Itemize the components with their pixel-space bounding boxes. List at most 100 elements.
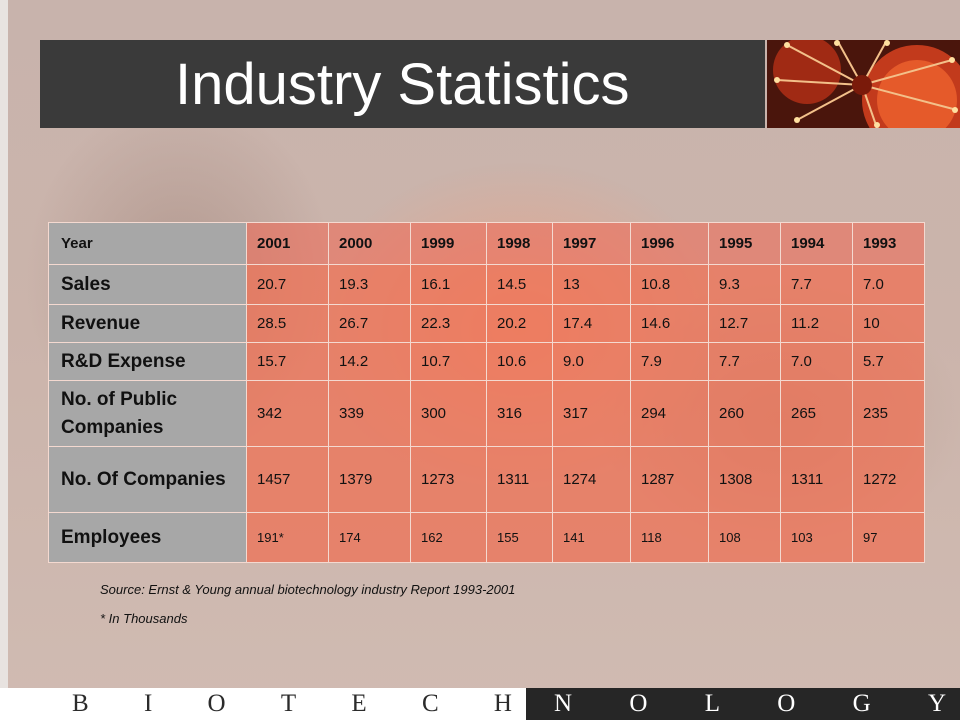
title-bar <box>40 40 765 128</box>
footer-letter: E <box>351 690 367 717</box>
year-cell: 1997 <box>552 222 631 265</box>
table-cell: 9.0 <box>552 342 631 381</box>
table-cell: 16.1 <box>410 264 487 305</box>
table-cell: 1272 <box>852 446 925 513</box>
table-cell: 1274 <box>552 446 631 513</box>
table-cell: 20.2 <box>486 304 553 343</box>
row-label: Employees <box>48 512 247 563</box>
footer-letter: O <box>207 690 226 717</box>
table-cell: 17.4 <box>552 304 631 343</box>
table-cell: 317 <box>552 380 631 447</box>
table-cell: 7.0 <box>852 264 925 305</box>
footer-letter: G <box>852 690 871 717</box>
table-cell: 14.2 <box>328 342 411 381</box>
table-cell: 10.6 <box>486 342 553 381</box>
table-cell: 191* <box>246 512 329 563</box>
table-cell: 265 <box>780 380 853 447</box>
table-cell: 19.3 <box>328 264 411 305</box>
year-cell: 1994 <box>780 222 853 265</box>
table-cell: 174 <box>328 512 411 563</box>
table-cell: 97 <box>852 512 925 563</box>
year-cell: 2001 <box>246 222 329 265</box>
table-cell: 10 <box>852 304 925 343</box>
table-cell: 7.7 <box>780 264 853 305</box>
table-cell: 22.3 <box>410 304 487 343</box>
table-cell: 1311 <box>486 446 553 513</box>
footer-letter: O <box>777 690 796 717</box>
footer-dark-panel: N O L O G Y <box>526 688 960 720</box>
table-header-row: Year 2001 2000 1999 1998 1997 1996 1995 … <box>48 222 925 265</box>
left-edge-strip <box>0 0 8 690</box>
footer-light-panel: B I O T E C H <box>58 688 526 720</box>
table-cell: 1311 <box>780 446 853 513</box>
table-row: No. of Public Companies 342 339 300 316 … <box>48 380 925 447</box>
table-row: No. Of Companies 1457 1379 1273 1311 127… <box>48 446 925 513</box>
table-cell: 108 <box>708 512 781 563</box>
table-cell: 235 <box>852 380 925 447</box>
year-cell: 1993 <box>852 222 925 265</box>
year-cell: 2000 <box>328 222 411 265</box>
footer-letter: Y <box>927 690 946 717</box>
footer-banner: B I O T E C H N O L O G Y <box>58 688 960 720</box>
table-cell: 155 <box>486 512 553 563</box>
table-cell: 118 <box>630 512 709 563</box>
flower-picture <box>767 40 960 128</box>
table-cell: 20.7 <box>246 264 329 305</box>
statistics-table: Year 2001 2000 1999 1998 1997 1996 1995 … <box>48 222 925 563</box>
footnote: * In Thousands <box>100 611 188 626</box>
footer-letter: I <box>143 690 153 717</box>
row-label: R&D Expense <box>48 342 247 381</box>
flower-image <box>767 40 960 128</box>
footer-letter: T <box>280 690 297 717</box>
year-cell: 1998 <box>486 222 553 265</box>
table-cell: 13 <box>552 264 631 305</box>
footer-letter: H <box>493 690 512 717</box>
footer-letter: C <box>421 690 439 717</box>
table-cell: 339 <box>328 380 411 447</box>
table-cell: 28.5 <box>246 304 329 343</box>
table-cell: 14.6 <box>630 304 709 343</box>
table-cell: 316 <box>486 380 553 447</box>
footer-letter: L <box>704 690 720 717</box>
table-cell: 7.0 <box>780 342 853 381</box>
footer-pad <box>0 688 58 720</box>
footer-letter: B <box>72 690 89 717</box>
table-cell: 294 <box>630 380 709 447</box>
table-row: R&D Expense 15.7 14.2 10.7 10.6 9.0 7.9 … <box>48 342 925 381</box>
footer-letter: O <box>629 690 648 717</box>
table-cell: 5.7 <box>852 342 925 381</box>
table-cell: 342 <box>246 380 329 447</box>
table-cell: 1287 <box>630 446 709 513</box>
table-cell: 10.8 <box>630 264 709 305</box>
row-label: Revenue <box>48 304 247 343</box>
table-cell: 12.7 <box>708 304 781 343</box>
year-header: Year <box>48 222 247 265</box>
table-cell: 162 <box>410 512 487 563</box>
table-cell: 260 <box>708 380 781 447</box>
table-row: Employees 191* 174 162 155 141 118 108 1… <box>48 512 925 563</box>
source-note: Source: Ernst & Young annual biotechnolo… <box>100 582 516 597</box>
year-cell: 1999 <box>410 222 487 265</box>
table-cell: 1379 <box>328 446 411 513</box>
year-cell: 1996 <box>630 222 709 265</box>
table-cell: 11.2 <box>780 304 853 343</box>
table-cell: 7.7 <box>708 342 781 381</box>
table-cell: 1308 <box>708 446 781 513</box>
table-row: Revenue 28.5 26.7 22.3 20.2 17.4 14.6 12… <box>48 304 925 343</box>
table-cell: 1457 <box>246 446 329 513</box>
table-cell: 9.3 <box>708 264 781 305</box>
table-cell: 300 <box>410 380 487 447</box>
year-cell: 1995 <box>708 222 781 265</box>
table-cell: 141 <box>552 512 631 563</box>
table-cell: 14.5 <box>486 264 553 305</box>
page-title: Industry Statistics <box>175 52 630 117</box>
row-label: Sales <box>48 264 247 305</box>
table-cell: 26.7 <box>328 304 411 343</box>
table-cell: 10.7 <box>410 342 487 381</box>
table-cell: 1273 <box>410 446 487 513</box>
row-label: No. of Public Companies <box>48 380 247 447</box>
table-cell: 7.9 <box>630 342 709 381</box>
footer-letter: N <box>554 690 573 717</box>
table-row: Sales 20.7 19.3 16.1 14.5 13 10.8 9.3 7.… <box>48 264 925 305</box>
row-label: No. Of Companies <box>48 446 247 513</box>
